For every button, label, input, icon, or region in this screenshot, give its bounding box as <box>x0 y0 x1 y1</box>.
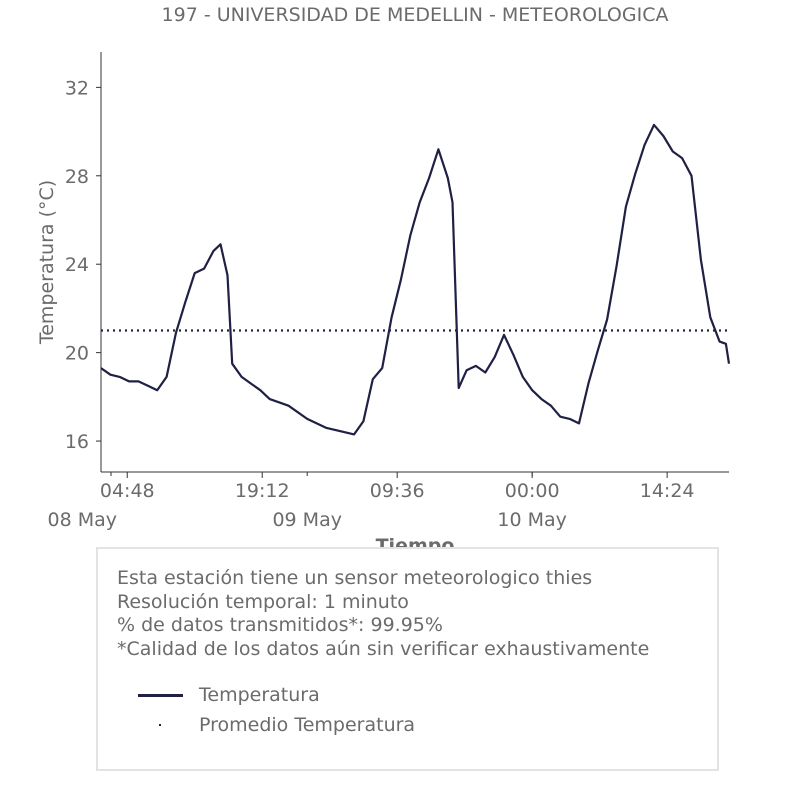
info-line: Resolución temporal: 1 minuto <box>117 590 409 613</box>
x-date-label: 09 May <box>272 509 342 531</box>
series-line-temperatura <box>100 123 731 436</box>
x-tick-label: 09:36 <box>370 480 425 502</box>
info-line: Esta estación tiene un sensor meteorolog… <box>117 567 593 589</box>
legend-label: Promedio Temperatura <box>199 714 416 736</box>
x-date-label: 08 May <box>48 509 118 531</box>
info-line: *Calidad de los datos aún sin verificar … <box>117 637 650 660</box>
y-tick-label: 32 <box>65 77 89 99</box>
legend-label: Temperatura <box>199 684 320 706</box>
y-axis-label: Temperatura (°C) <box>36 180 58 345</box>
info-lines: Esta estación tiene un sensor meteorolog… <box>117 567 649 661</box>
y-tick-label: 24 <box>65 254 89 276</box>
legend-swatch-solid-line <box>138 685 183 705</box>
x-tick-label: 00:00 <box>505 480 560 502</box>
chart-title: 197 - UNIVERSIDAD DE MEDELLIN - METEOROL… <box>162 4 669 26</box>
legend-swatch-dotted-line <box>138 715 183 735</box>
legend-item-promedio: Promedio Temperatura <box>138 710 415 740</box>
y-tick-label: 28 <box>65 166 89 188</box>
x-tick-label: 14:24 <box>640 480 695 502</box>
x-tick-label: 04:48 <box>100 480 155 502</box>
legend-item-temperatura: Temperatura <box>138 680 415 710</box>
y-tick-label: 20 <box>65 343 89 365</box>
plot-area: 16 20 24 28 32 04:48 19:12 09:36 00:00 14:24 08 Ma… <box>48 52 731 531</box>
info-line: % de datos transmitidos*: 99.95% <box>117 614 443 636</box>
x-date-label: 10 May <box>497 509 567 531</box>
legend: Temperatura Promedio Temperatura <box>138 680 415 740</box>
x-tick-label: 19:12 <box>235 480 290 502</box>
info-box: Esta estación tiene un sensor meteorolog… <box>96 547 719 771</box>
y-tick-label: 16 <box>65 431 89 453</box>
